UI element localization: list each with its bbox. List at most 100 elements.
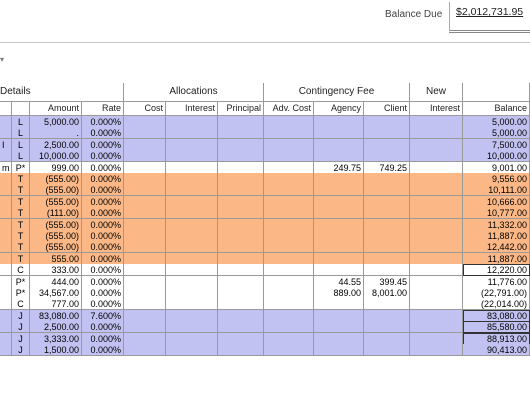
column-header-type[interactable] bbox=[12, 102, 30, 116]
cell-pre[interactable] bbox=[0, 321, 12, 334]
cell-adv-cost[interactable] bbox=[264, 287, 314, 299]
cell-adv-cost[interactable] bbox=[264, 275, 314, 288]
cell-new-interest[interactable] bbox=[410, 161, 463, 174]
cell-cost[interactable] bbox=[124, 127, 166, 140]
cell-client[interactable] bbox=[364, 332, 410, 345]
cell-type[interactable]: T bbox=[12, 241, 30, 254]
cell-amount[interactable]: 999.00 bbox=[30, 161, 82, 174]
cell-interest[interactable] bbox=[166, 150, 218, 163]
column-header-amount[interactable]: Amount bbox=[30, 102, 82, 116]
column-header-adv-cost[interactable]: Adv. Cost bbox=[264, 102, 314, 116]
cell-principal[interactable] bbox=[218, 241, 264, 254]
cell-agency[interactable] bbox=[314, 230, 364, 242]
cell-rate[interactable]: 0.000% bbox=[82, 116, 124, 128]
cell-adv-cost[interactable] bbox=[264, 138, 314, 151]
cell-principal[interactable] bbox=[218, 161, 264, 174]
cell-interest[interactable] bbox=[166, 207, 218, 220]
cell-amount[interactable]: (555.00) bbox=[30, 230, 82, 242]
cell-new-interest[interactable] bbox=[410, 332, 463, 345]
cell-new-interest[interactable] bbox=[410, 207, 463, 220]
cell-rate[interactable]: 0.000% bbox=[82, 332, 124, 345]
cell-rate[interactable]: 0.000% bbox=[82, 161, 124, 174]
cell-agency[interactable]: 44.55 bbox=[314, 275, 364, 288]
cell-agency[interactable] bbox=[314, 309, 364, 322]
cell-client[interactable] bbox=[364, 127, 410, 140]
cell-pre[interactable] bbox=[0, 264, 12, 277]
cell-cost[interactable] bbox=[124, 161, 166, 174]
cell-new-interest[interactable] bbox=[410, 230, 463, 242]
cell-adv-cost[interactable] bbox=[264, 173, 314, 185]
cell-pre[interactable]: m bbox=[0, 161, 12, 174]
cell-rate[interactable]: 0.000% bbox=[82, 298, 124, 311]
cell-adv-cost[interactable] bbox=[264, 252, 314, 265]
cell-new-interest[interactable] bbox=[410, 264, 463, 277]
cell-amount[interactable]: (555.00) bbox=[30, 241, 82, 254]
cell-cost[interactable] bbox=[124, 241, 166, 254]
cell-rate[interactable]: 0.000% bbox=[82, 344, 124, 356]
chevron-down-icon[interactable]: ▾ bbox=[0, 55, 5, 64]
cell-amount[interactable]: 2,500.00 bbox=[30, 321, 82, 334]
cell-principal[interactable] bbox=[218, 275, 264, 288]
cell-agency[interactable] bbox=[314, 195, 364, 208]
cell-balance[interactable]: 7,500.00 bbox=[463, 138, 530, 151]
cell-interest[interactable] bbox=[166, 161, 218, 174]
cell-rate[interactable]: 0.000% bbox=[82, 184, 124, 197]
cell-cost[interactable] bbox=[124, 184, 166, 197]
cell-client[interactable]: 399.45 bbox=[364, 275, 410, 288]
cell-adv-cost[interactable] bbox=[264, 207, 314, 220]
cell-interest[interactable] bbox=[166, 173, 218, 185]
cell-type[interactable]: J bbox=[12, 309, 30, 322]
column-header-agency[interactable]: Agency bbox=[314, 102, 364, 116]
cell-pre[interactable] bbox=[0, 173, 12, 185]
cell-balance[interactable]: 88,913.00 bbox=[463, 332, 530, 345]
cell-type[interactable]: C bbox=[12, 298, 30, 311]
cell-adv-cost[interactable] bbox=[264, 184, 314, 197]
cell-amount[interactable]: 1,500.00 bbox=[30, 344, 82, 356]
cell-adv-cost[interactable] bbox=[264, 309, 314, 322]
cell-amount[interactable]: 83,080.00 bbox=[30, 309, 82, 322]
cell-client[interactable] bbox=[364, 309, 410, 322]
cell-pre[interactable] bbox=[0, 241, 12, 254]
cell-adv-cost[interactable] bbox=[264, 195, 314, 208]
cell-client[interactable] bbox=[364, 218, 410, 231]
cell-principal[interactable] bbox=[218, 207, 264, 220]
cell-agency[interactable] bbox=[314, 252, 364, 265]
cell-rate[interactable]: 0.000% bbox=[82, 195, 124, 208]
cell-amount[interactable]: 3,333.00 bbox=[30, 332, 82, 345]
column-header-principal[interactable]: Principal bbox=[218, 102, 264, 116]
cell-client[interactable] bbox=[364, 173, 410, 185]
cell-type[interactable]: L bbox=[12, 116, 30, 128]
cell-type[interactable]: J bbox=[12, 321, 30, 334]
cell-agency[interactable] bbox=[314, 344, 364, 356]
cell-new-interest[interactable] bbox=[410, 116, 463, 128]
cell-amount[interactable]: 2,500.00 bbox=[30, 138, 82, 151]
cell-amount[interactable]: 333.00 bbox=[30, 264, 82, 277]
cell-amount[interactable]: (555.00) bbox=[30, 218, 82, 231]
column-header-client[interactable]: Client bbox=[364, 102, 410, 116]
cell-rate[interactable]: 0.000% bbox=[82, 264, 124, 277]
cell-principal[interactable] bbox=[218, 195, 264, 208]
cell-principal[interactable] bbox=[218, 264, 264, 277]
cell-adv-cost[interactable] bbox=[264, 230, 314, 242]
cell-amount[interactable]: (555.00) bbox=[30, 173, 82, 185]
cell-pre[interactable] bbox=[0, 275, 12, 288]
cell-balance[interactable]: 5,000.00 bbox=[463, 116, 530, 128]
cell-client[interactable] bbox=[364, 150, 410, 163]
cell-new-interest[interactable] bbox=[410, 298, 463, 311]
cell-client[interactable] bbox=[364, 184, 410, 197]
cell-new-interest[interactable] bbox=[410, 150, 463, 163]
cell-cost[interactable] bbox=[124, 275, 166, 288]
cell-type[interactable]: L bbox=[12, 127, 30, 140]
cell-agency[interactable] bbox=[314, 218, 364, 231]
cell-balance[interactable]: (22,014.00) bbox=[463, 298, 530, 311]
cell-balance[interactable]: 9,001.00 bbox=[463, 161, 530, 174]
cell-pre[interactable] bbox=[0, 150, 12, 163]
cell-agency[interactable] bbox=[314, 127, 364, 140]
cell-interest[interactable] bbox=[166, 218, 218, 231]
cell-agency[interactable] bbox=[314, 184, 364, 197]
cell-interest[interactable] bbox=[166, 252, 218, 265]
cell-new-interest[interactable] bbox=[410, 287, 463, 299]
cell-type[interactable]: L bbox=[12, 138, 30, 151]
cell-pre[interactable] bbox=[0, 309, 12, 322]
cell-agency[interactable] bbox=[314, 321, 364, 334]
